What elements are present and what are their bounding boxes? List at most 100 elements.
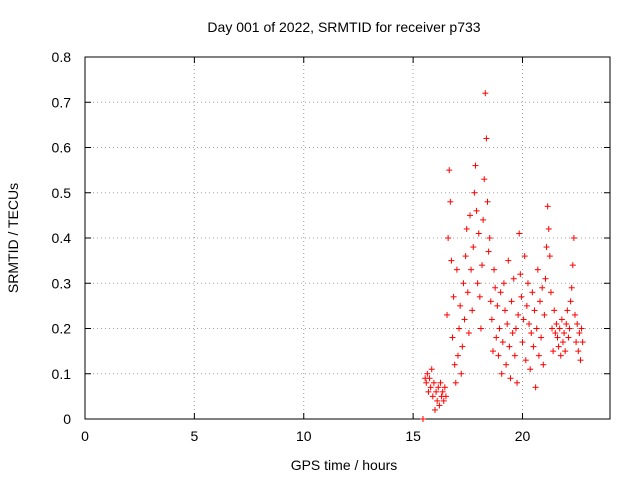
data-point — [524, 280, 531, 287]
data-point — [554, 334, 561, 341]
data-point — [573, 339, 580, 346]
data-point — [574, 320, 581, 327]
data-point — [512, 325, 519, 332]
data-point — [494, 302, 501, 309]
x-tick-label: 10 — [296, 428, 312, 444]
data-point — [521, 253, 528, 260]
data-point — [534, 266, 541, 273]
data-point — [429, 393, 436, 400]
data-point — [463, 225, 470, 232]
data-point — [565, 334, 572, 341]
data-point — [453, 266, 460, 273]
data-point — [510, 275, 517, 282]
data-point — [579, 339, 586, 346]
data-point — [484, 198, 491, 205]
data-point — [437, 379, 444, 386]
x-axis-label: GPS time / hours — [291, 457, 398, 473]
y-tick-label: 0.2 — [52, 321, 72, 337]
data-point — [531, 307, 538, 314]
data-point — [457, 302, 464, 309]
data-point — [545, 225, 552, 232]
data-point — [526, 320, 533, 327]
data-point — [566, 325, 573, 332]
data-point — [569, 262, 576, 269]
data-point — [509, 330, 516, 337]
x-tick-label: 20 — [515, 428, 531, 444]
data-point — [556, 325, 563, 332]
data-point — [481, 176, 488, 183]
data-point — [433, 388, 440, 395]
data-point — [441, 384, 448, 391]
data-point — [541, 311, 548, 318]
data-point — [419, 416, 426, 422]
data-point — [507, 375, 514, 382]
axis-ticks — [84, 56, 610, 420]
data-point — [428, 366, 435, 373]
data-point — [482, 90, 489, 97]
data-point — [488, 316, 495, 323]
data-point — [518, 293, 525, 300]
data-point — [444, 311, 451, 318]
data-point — [436, 402, 443, 409]
data-point — [530, 343, 537, 350]
data-point — [555, 343, 562, 350]
data-point — [502, 307, 508, 314]
data-point — [489, 348, 496, 355]
data-point — [461, 316, 468, 323]
data-point — [439, 388, 446, 395]
x-tick-label: 5 — [190, 428, 198, 444]
data-point — [495, 352, 502, 359]
axis-tick-labels: 0 5 10 15 20 0 0.1 0.2 0.3 0.4 0.5 0.6 0.7 0.8 — [52, 49, 531, 444]
data-point — [470, 244, 477, 251]
data-point — [480, 216, 487, 223]
data-point — [479, 262, 486, 269]
data-point — [570, 235, 577, 241]
data-point — [552, 330, 559, 337]
data-point — [425, 388, 432, 395]
y-tick-label: 0.7 — [52, 94, 72, 110]
data-point — [529, 289, 536, 296]
data-point — [472, 162, 479, 169]
data-point — [558, 316, 565, 323]
data-point — [450, 293, 457, 300]
data-point — [547, 289, 554, 296]
data-point — [549, 325, 556, 332]
data-point — [492, 284, 499, 291]
data-point — [563, 320, 570, 327]
data-point — [511, 352, 518, 359]
data-point — [538, 334, 545, 341]
data-point — [503, 361, 510, 368]
data-point — [533, 325, 540, 332]
data-points — [419, 90, 586, 422]
data-point — [535, 352, 542, 359]
data-point — [496, 325, 503, 332]
data-point — [578, 325, 585, 332]
y-tick-label: 0.4 — [52, 230, 72, 246]
data-point — [550, 348, 557, 355]
data-point — [448, 257, 455, 264]
data-point — [508, 298, 515, 305]
data-point — [446, 167, 453, 174]
data-point — [491, 266, 498, 273]
data-point — [562, 348, 569, 355]
y-tick-label: 0.6 — [52, 140, 72, 156]
data-point — [465, 330, 472, 337]
data-point — [564, 307, 571, 314]
data-point — [506, 343, 513, 350]
y-tick-label: 0.8 — [52, 49, 72, 65]
grid — [85, 57, 610, 419]
data-point — [432, 406, 438, 413]
y-tick-label: 0.1 — [52, 366, 72, 382]
data-point — [435, 384, 442, 391]
data-point — [514, 379, 521, 386]
y-axis-label: SRMTID / TECUs — [5, 183, 21, 293]
data-point — [568, 284, 575, 291]
data-point — [527, 366, 534, 373]
y-tick-label: 0 — [63, 411, 71, 427]
data-point — [468, 266, 475, 273]
data-point — [517, 271, 524, 278]
chart-title: Day 001 of 2022, SRMTID for receiver p73… — [207, 19, 480, 35]
x-tick-label: 0 — [81, 428, 89, 444]
